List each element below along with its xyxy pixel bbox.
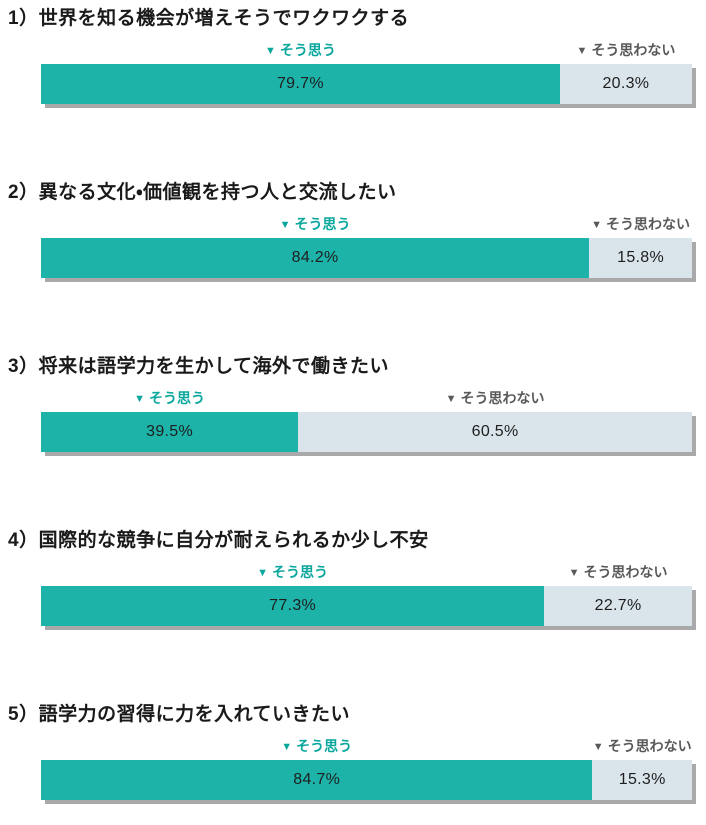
stacked-bar-chart: ▼ そう思う ▼ そう思わない 77.3% 22.7% [41,563,692,626]
question-block-2: 2）異なる文化・価値観を持つ人と交流したい ▼ そう思う ▼ そう思わない 84.2… [0,180,706,278]
survey-results-page: 1）世界を知る機会が増えそうでワクワクする ▼ そう思う ▼ そう思わない 79.7… [0,6,706,800]
legend-disagree-label: そう思わない [607,738,692,754]
stacked-bar: 84.2% 15.8% [41,238,692,278]
legend-row: ▼ そう思う ▼ そう思わない [41,563,692,581]
triangle-down-icon: ▼ [257,567,269,579]
legend-row: ▼ そう思う ▼ そう思わない [41,41,692,59]
question-block-5: 5）語学力の習得に力を入れていきたい ▼ そう思う ▼ そう思わない 84.7% 1… [0,702,706,800]
value-label-agree: 84.2% [291,249,339,266]
legend-agree-label: そう思う [149,390,206,406]
stacked-bar-chart: ▼ そう思う ▼ そう思わない 84.7% 15.3% [41,737,692,800]
value-label-disagree: 60.5% [471,423,519,440]
bar-segment-agree: 79.7% [41,64,560,104]
legend-agree-label: そう思う [296,738,353,754]
legend-agree: ▼ そう思う [134,389,205,409]
bar-segment-disagree: 60.5% [298,412,692,452]
triangle-down-icon: ▼ [445,393,457,405]
bar-segment-agree: 39.5% [41,412,299,452]
bar-segment-agree: 77.3% [41,586,545,626]
legend-row: ▼ そう思う ▼ そう思わない [41,737,692,755]
legend-agree: ▼ そう思う [257,563,328,583]
legend-row: ▼ そう思う ▼ そう思わない [41,215,692,233]
legend-agree: ▼ そう思う [281,737,352,757]
question-block-3: 3）将来は語学力を生かして海外で働きたい ▼ そう思う ▼ そう思わない 39.5%… [0,354,706,452]
stacked-bar-chart: ▼ そう思う ▼ そう思わない 39.5% 60.5% [41,389,692,452]
value-label-agree: 39.5% [146,423,193,440]
stacked-bar-chart: ▼ そう思う ▼ そう思わない 79.7% 20.3% [41,41,692,104]
question-title: 2）異なる文化・価値観を持つ人と交流したい [8,182,397,203]
question-title: 1）世界を知る機会が増えそうでワクワクする [8,8,410,29]
value-label-disagree: 22.7% [594,597,642,614]
question-block-4: 4）国際的な競争に自分が耐えられるか少し不安 ▼ そう思う ▼ そう思わない 77.… [0,528,706,626]
triangle-down-icon: ▼ [134,393,146,405]
legend-row: ▼ そう思う ▼ そう思わない [41,389,692,407]
value-label-agree: 79.7% [276,75,324,92]
triangle-down-icon: ▼ [264,45,276,57]
legend-disagree: ▼ そう思わない [446,389,545,409]
bar-segment-disagree: 15.3% [592,760,692,800]
stacked-bar: 39.5% 60.5% [41,412,692,452]
value-label-disagree: 15.3% [618,771,666,788]
value-label-disagree: 15.8% [617,249,664,266]
triangle-down-icon: ▼ [281,741,293,753]
triangle-down-icon: ▼ [592,741,604,753]
bar-segment-disagree: 20.3% [559,64,692,104]
bar-segment-disagree: 15.8% [589,238,692,278]
question-block-1: 1）世界を知る機会が増えそうでワクワクする ▼ そう思う ▼ そう思わない 79.7… [0,6,706,104]
legend-agree: ▼ そう思う [280,215,351,235]
triangle-down-icon: ▼ [591,219,603,231]
legend-disagree-label: そう思わない [460,390,545,406]
value-label-disagree: 20.3% [602,75,650,92]
triangle-down-icon: ▼ [568,567,580,579]
stacked-bar: 84.7% 15.3% [41,760,692,800]
question-title: 5）語学力の習得に力を入れていきたい [8,704,350,725]
legend-disagree-label: そう思わない [606,216,691,232]
bar-segment-agree: 84.2% [41,238,590,278]
bar-segment-agree: 84.7% [41,760,593,800]
triangle-down-icon: ▼ [576,45,588,57]
question-title: 3）将来は語学力を生かして海外で働きたい [8,356,389,377]
legend-disagree-label: そう思わない [591,42,676,58]
bar-segment-disagree: 22.7% [544,586,692,626]
stacked-bar-chart: ▼ そう思う ▼ そう思わない 84.2% 15.8% [41,215,692,278]
value-label-agree: 77.3% [269,597,317,614]
legend-agree-label: そう思う [279,42,336,58]
legend-disagree: ▼ そう思わない [591,215,690,235]
stacked-bar: 79.7% 20.3% [41,64,692,104]
value-label-agree: 84.7% [293,771,341,788]
legend-agree-label: そう思う [272,564,329,580]
legend-agree: ▼ そう思う [265,41,336,61]
question-title: 4）国際的な競争に自分が耐えられるか少し不安 [8,530,429,551]
legend-disagree: ▼ そう思わない [576,41,675,61]
legend-disagree: ▼ そう思わない [593,737,692,757]
legend-disagree-label: そう思わない [583,564,668,580]
triangle-down-icon: ▼ [279,219,291,231]
legend-agree-label: そう思う [294,216,351,232]
stacked-bar: 77.3% 22.7% [41,586,692,626]
legend-disagree: ▼ そう思わない [569,563,668,583]
